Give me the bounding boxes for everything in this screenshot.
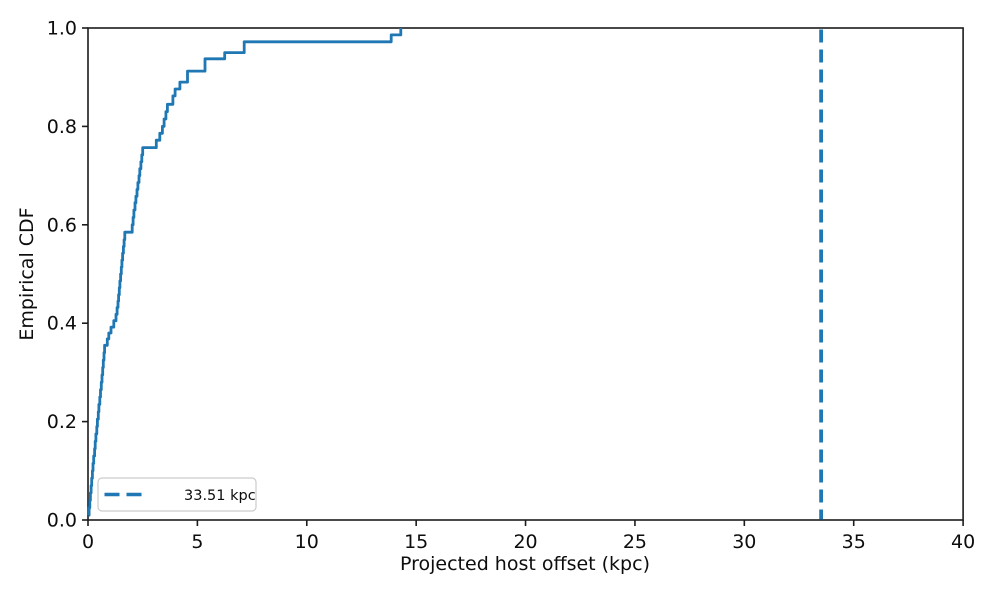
legend-label: 33.51 kpc bbox=[184, 488, 256, 504]
axis-ticks: 0 5 10 15 20 25 30 35 40 0.0 0.2 0.4 0.6 0.8 1.0 bbox=[47, 18, 975, 554]
y-tick-label: 0.8 bbox=[47, 116, 77, 138]
y-tick-label: 0.6 bbox=[47, 214, 77, 236]
x-tick-label: 25 bbox=[623, 531, 647, 553]
y-axis-label: Empirical CDF bbox=[16, 207, 38, 340]
x-tick-label: 0 bbox=[82, 531, 94, 553]
y-tick-label: 0.4 bbox=[47, 313, 77, 335]
y-tick-label: 0.0 bbox=[47, 510, 77, 532]
ecdf-curve-layer bbox=[87, 28, 824, 520]
x-tick-label: 35 bbox=[842, 531, 866, 553]
x-tick-label: 5 bbox=[191, 531, 203, 553]
x-tick-label: 40 bbox=[951, 531, 975, 553]
ecdf-curve bbox=[87, 28, 403, 517]
x-tick-label: 10 bbox=[295, 531, 319, 553]
y-tick-label: 0.2 bbox=[47, 411, 77, 433]
plot-area-spines bbox=[87, 27, 964, 521]
x-axis-label: Projected host offset (kpc) bbox=[400, 553, 650, 575]
x-tick-label: 20 bbox=[513, 531, 537, 553]
legend: 33.51 kpc bbox=[97, 477, 257, 512]
x-tick-label: 30 bbox=[732, 531, 756, 553]
legend-box bbox=[97, 477, 257, 512]
y-tick-label: 1.0 bbox=[47, 18, 77, 40]
x-tick-label: 15 bbox=[404, 531, 428, 553]
